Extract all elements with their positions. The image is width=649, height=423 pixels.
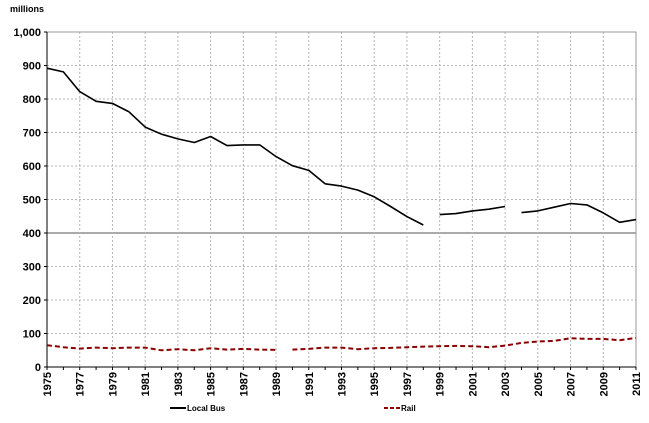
x-tick-label: 1977 — [75, 372, 87, 396]
series-local-bus — [46, 67, 637, 226]
series-lines — [46, 67, 637, 352]
legend-label: Local Bus — [187, 404, 226, 413]
x-tick-label: 2011 — [631, 372, 643, 396]
y-tick-label: 800 — [23, 94, 41, 106]
x-tick-label: 1991 — [304, 372, 316, 396]
x-tick-label: 1997 — [402, 372, 414, 396]
unit-label: millions — [10, 4, 44, 14]
y-tick-label: 0 — [35, 362, 41, 374]
x-tick-label: 1999 — [435, 372, 447, 396]
y-tick-labels: 0 100 200 300 400 500 600 700 800 900 1,000 — [13, 27, 41, 374]
x-tick-label: 2003 — [500, 372, 512, 396]
y-tick-label: 700 — [23, 128, 41, 140]
x-tick-label: 1979 — [107, 372, 119, 396]
y-tick-label: 500 — [23, 195, 41, 207]
y-tick-label: 300 — [23, 262, 41, 274]
y-tick-label: 600 — [23, 161, 41, 173]
series-line — [521, 202, 637, 224]
y-tick-label: 200 — [23, 295, 41, 307]
x-tick-label: 1989 — [271, 372, 283, 396]
x-tick-label: 1983 — [173, 372, 185, 396]
axes — [44, 31, 637, 370]
x-tick-label: 1985 — [206, 372, 218, 396]
y-tick-label: 100 — [23, 329, 41, 341]
x-tick-label: 1987 — [238, 372, 250, 396]
series-line — [46, 67, 424, 226]
y-tick-label: 400 — [23, 228, 41, 240]
x-tick-label: 1993 — [337, 372, 349, 396]
x-tick-labels: 1975 1977 1979 1981 1983 1985 1987 1989 1991 1993… — [42, 372, 643, 396]
y-tick-label: 900 — [23, 61, 41, 73]
series-line — [292, 336, 637, 351]
series-line — [439, 205, 506, 216]
series-rail — [46, 336, 637, 352]
x-tick-label: 1975 — [42, 372, 54, 396]
legend: Local Bus Rail — [170, 404, 416, 413]
x-tick-label: 2009 — [598, 372, 610, 396]
x-tick-label: 2001 — [467, 372, 479, 396]
x-tick-label: 1995 — [369, 372, 381, 396]
x-tick-label: 2007 — [566, 372, 578, 396]
y-tick-label: 1,000 — [13, 27, 41, 39]
x-tick-label: 2005 — [533, 372, 545, 396]
series-line — [46, 344, 277, 352]
gridlines — [47, 31, 636, 367]
legend-label: Rail — [401, 404, 416, 413]
x-tick-label: 1981 — [140, 372, 152, 396]
